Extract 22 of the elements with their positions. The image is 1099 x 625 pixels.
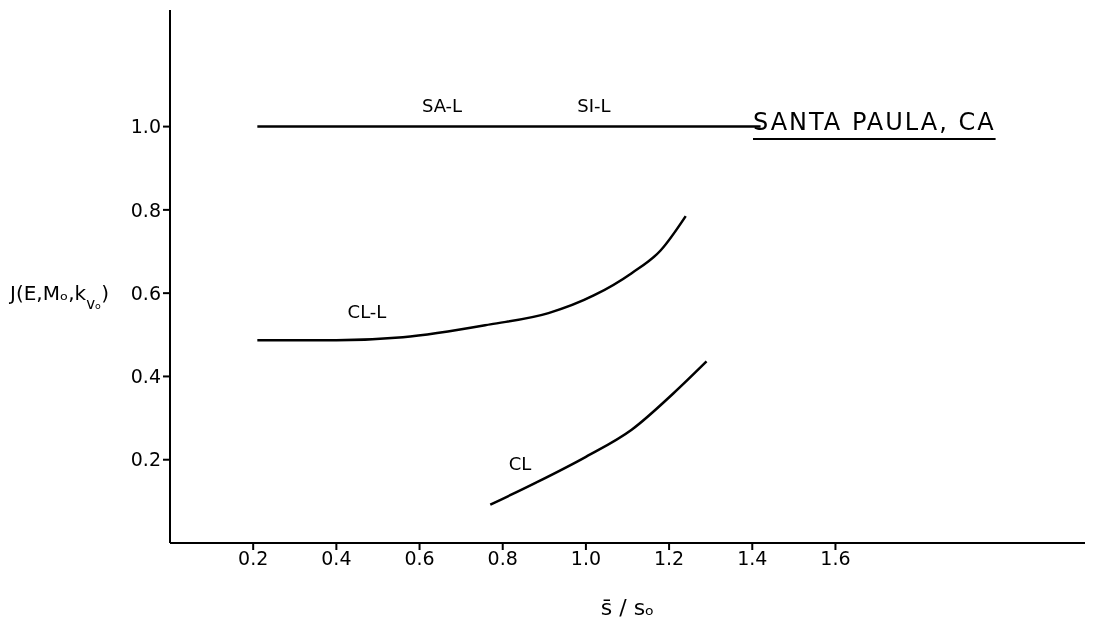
x-tick-label: 0.4 [321, 547, 352, 570]
line-series [256, 214, 687, 342]
x-tick-label: 1.4 [737, 547, 768, 570]
annotation: CL-L [347, 301, 387, 322]
y-tick-label: 1.0 [130, 115, 161, 138]
x-tick-label: 1.6 [820, 547, 851, 570]
x-tick-label: 1.0 [570, 547, 602, 570]
y-tick-label: 0.2 [130, 448, 161, 471]
annotation: SI-L [577, 95, 611, 116]
y-tick-label: 0.4 [130, 365, 161, 388]
x-tick-label: 0.6 [404, 547, 435, 570]
y-tick-label: 0.8 [130, 198, 161, 221]
annotation: SA-L [421, 95, 463, 116]
x-tick-label: 0.2 [238, 547, 269, 570]
y-axis-title: J(E,Mₒ,k$_{vₒ}$) [8, 281, 110, 314]
line-series [489, 360, 708, 506]
y-tick-label: 0.6 [130, 281, 161, 304]
x-tick-label: 0.8 [487, 547, 518, 570]
x-axis-title: s̄ / sₒ [600, 595, 655, 620]
x-tick-label: 1.2 [653, 547, 685, 570]
text: SANTA PAULA, CA [753, 108, 996, 136]
annotation: CL [508, 453, 532, 474]
